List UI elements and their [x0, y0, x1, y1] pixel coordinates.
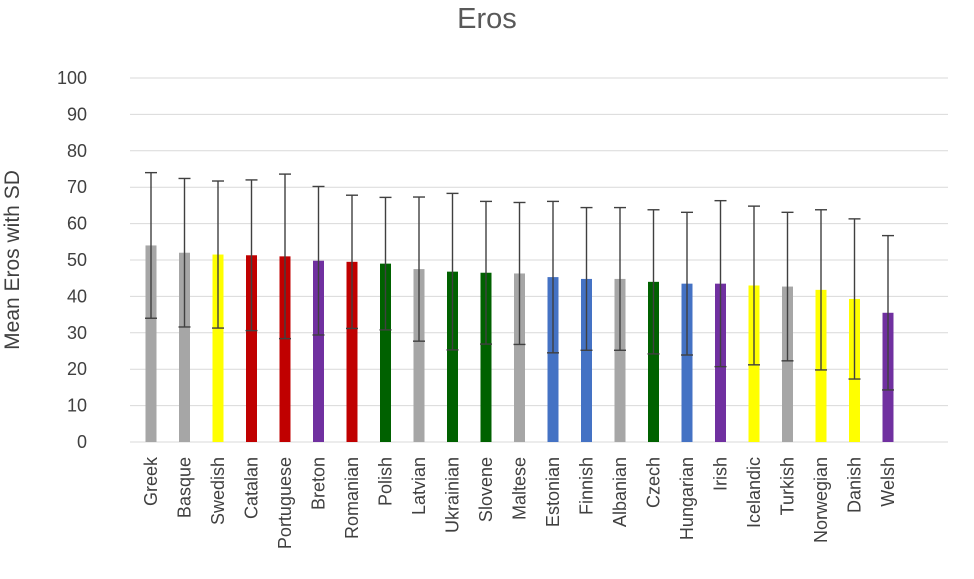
bar [681, 283, 693, 442]
error-bar [714, 199, 727, 368]
error-bar [614, 206, 626, 351]
x-tick-label: Norwegian [811, 457, 831, 543]
bar [246, 255, 257, 442]
x-axis-categories: Greek Basque Swedish Catalan Portuguese Breto… [141, 456, 898, 549]
x-tick-label: Danish [845, 457, 865, 513]
error-bar [446, 192, 459, 351]
y-tick-label: 20 [67, 359, 87, 379]
x-tick-label: Swedish [208, 457, 228, 525]
bar [179, 252, 190, 442]
x-tick-label: Slovene [476, 457, 496, 522]
error-bar [748, 205, 760, 366]
error-bar [279, 173, 291, 340]
y-tick-label: 70 [67, 177, 87, 197]
y-tick-label: 40 [67, 286, 87, 306]
bar [346, 261, 358, 442]
bar [480, 272, 492, 442]
x-tick-label: Latvian [409, 457, 429, 515]
gridlines [130, 77, 948, 443]
bar [212, 254, 224, 442]
y-axis-ticks: 0 10 20 30 40 50 60 70 80 90 100 [57, 68, 87, 452]
error-bar [178, 177, 191, 328]
x-tick-label: Greek [141, 456, 161, 506]
bar [648, 281, 659, 442]
error-bar [145, 171, 157, 319]
bar [547, 277, 559, 442]
x-tick-label: Hungarian [677, 457, 697, 540]
error-bar [346, 194, 358, 330]
x-tick-label: Czech [644, 457, 664, 508]
error-bars [145, 171, 894, 391]
error-bar [547, 200, 559, 354]
bar [145, 245, 157, 442]
bar [782, 286, 793, 442]
y-tick-label: 60 [67, 214, 87, 234]
x-tick-label: Welsh [878, 457, 898, 507]
error-bar [681, 211, 693, 356]
x-tick-label: Albanian [610, 457, 630, 527]
bar [447, 271, 458, 442]
bar [313, 260, 324, 442]
x-tick-label: Maltese [510, 457, 530, 520]
error-bar [580, 206, 593, 351]
y-tick-label: 10 [67, 396, 87, 416]
x-tick-label: Basque [175, 457, 195, 518]
x-tick-label: Polish [376, 457, 396, 506]
bar [380, 263, 391, 442]
x-tick-label: Catalan [242, 457, 262, 519]
x-tick-label: Finnish [577, 457, 597, 515]
y-tick-label: 100 [57, 68, 87, 88]
error-bar [212, 180, 224, 329]
error-bar [848, 218, 861, 380]
x-tick-label: Breton [309, 457, 329, 510]
y-tick-label: 80 [67, 141, 87, 161]
bar [581, 278, 592, 442]
chart-title: Eros [457, 3, 517, 35]
x-tick-label: Estonian [543, 457, 563, 527]
error-bar [413, 196, 425, 342]
x-tick-label: Portuguese [275, 457, 295, 549]
error-bar [312, 185, 325, 336]
x-tick-label: Irish [711, 457, 731, 491]
error-bar [815, 209, 827, 371]
error-bar [480, 200, 492, 345]
bar [514, 273, 525, 442]
error-bar [781, 211, 794, 362]
error-bar [647, 209, 660, 355]
y-tick-label: 50 [67, 250, 87, 270]
x-tick-label: Icelandic [744, 457, 764, 528]
y-tick-label: 0 [77, 432, 87, 452]
error-bar [245, 179, 258, 332]
error-bar [513, 201, 526, 346]
x-tick-label: Turkish [778, 457, 798, 515]
error-bar [882, 234, 894, 391]
bar [279, 256, 291, 442]
bar [413, 269, 425, 442]
error-bar [379, 196, 392, 331]
y-tick-label: 90 [67, 104, 87, 124]
y-axis-label: Mean Eros with SD [1, 170, 24, 350]
bar [614, 278, 626, 442]
x-tick-label: Ukrainian [443, 457, 463, 533]
y-tick-label: 30 [67, 323, 87, 343]
x-tick-label: Romanian [342, 457, 362, 539]
